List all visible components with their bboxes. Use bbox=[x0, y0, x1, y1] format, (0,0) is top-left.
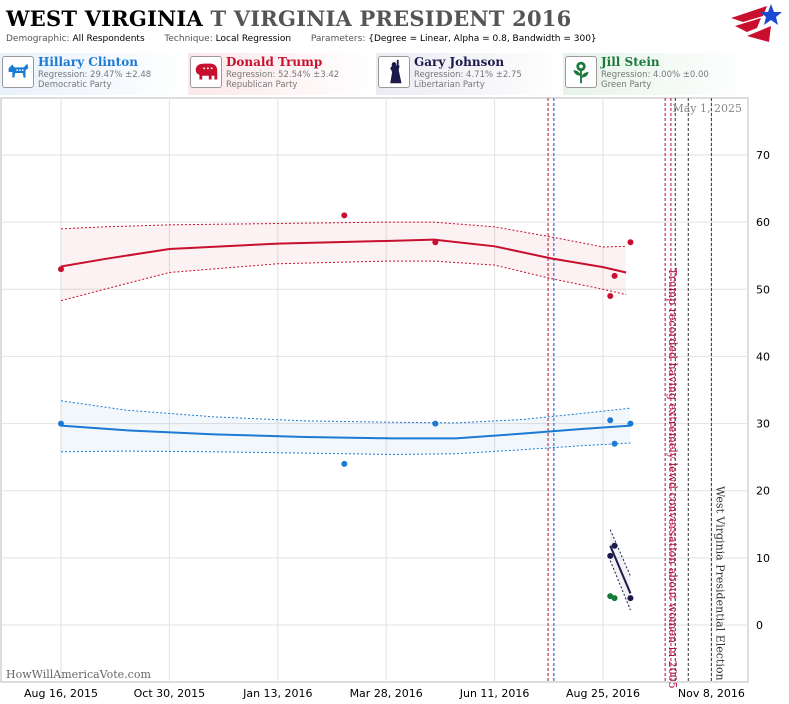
trend-line bbox=[60, 238, 627, 274]
upper-bound-line bbox=[60, 400, 631, 424]
trend-line bbox=[60, 424, 631, 440]
y-tick-label: 70 bbox=[756, 149, 770, 162]
candidate-legend: Hillary Clinton Regression: 29.47% ±2.48… bbox=[0, 53, 789, 95]
candidate-stein: Jill Stein Regression: 4.00% ±0.00 Green… bbox=[563, 53, 753, 95]
parameters-label: Parameters: bbox=[310, 34, 366, 44]
poll-point bbox=[611, 272, 618, 279]
y-tick-label: 50 bbox=[756, 283, 770, 296]
poll-point bbox=[58, 420, 64, 427]
series-gary-johnson bbox=[607, 529, 634, 611]
candidate-name: Donald Trump bbox=[226, 55, 323, 69]
candidate-johnson: Gary Johnson Regression: 4.71% ±2.75 Lib… bbox=[376, 53, 566, 95]
poll-point bbox=[611, 440, 618, 447]
state-title: WEST VIRGINIA bbox=[6, 6, 203, 31]
poll-point bbox=[611, 595, 618, 602]
x-tick-label: Aug 25, 2016 bbox=[566, 687, 640, 700]
elephant-icon bbox=[190, 56, 222, 88]
y-tick-label: 0 bbox=[756, 619, 763, 632]
watermark: HowWillAmericaVote.com bbox=[6, 668, 151, 681]
poll-point bbox=[611, 542, 618, 549]
poll-point bbox=[607, 293, 614, 299]
candidate-name: Jill Stein bbox=[601, 55, 660, 69]
plot-frame bbox=[0, 97, 749, 683]
candidate-name: Hillary Clinton bbox=[38, 55, 138, 69]
technique-label: Technique: bbox=[164, 34, 213, 44]
y-tick-label: 20 bbox=[756, 485, 770, 498]
x-tick-label: Jan 13, 2016 bbox=[242, 687, 312, 700]
current-date-label: May 1, 2025 bbox=[672, 102, 742, 115]
poll-point bbox=[607, 552, 614, 559]
lower-bound-line bbox=[60, 260, 627, 302]
candidate-regression: Regression: 4.71% ±2.75 bbox=[414, 70, 522, 80]
poll-point bbox=[607, 417, 614, 424]
poll-point bbox=[432, 420, 439, 427]
y-tick-label: 60 bbox=[756, 216, 770, 229]
parameters-line: Demographic: All Respondents Technique: … bbox=[6, 34, 597, 44]
poll-point bbox=[627, 420, 634, 427]
poll-point bbox=[432, 239, 439, 246]
x-tick-label: Aug 16, 2015 bbox=[24, 687, 98, 700]
series-donald-trump bbox=[58, 212, 634, 302]
star-flag-logo-icon bbox=[731, 4, 782, 42]
demographic-label: Demographic: bbox=[6, 34, 70, 44]
x-tick-label: Nov 8, 2016 bbox=[678, 687, 745, 700]
x-tick-label: Mar 28, 2016 bbox=[350, 687, 423, 700]
rose-icon bbox=[565, 56, 597, 88]
donkey-icon bbox=[2, 56, 34, 88]
candidate-party: Green Party bbox=[601, 80, 652, 90]
candidate-trump: Donald Trump Regression: 52.54% ±3.42 Re… bbox=[188, 53, 378, 95]
y-tick-label: 10 bbox=[756, 552, 770, 565]
trend-line bbox=[609, 545, 632, 594]
candidate-party: Libertarian Party bbox=[414, 80, 485, 90]
candidate-regression: Regression: 4.00% ±0.00 bbox=[601, 70, 709, 80]
series-hillary-clinton bbox=[58, 400, 634, 467]
y-tick-label: 40 bbox=[756, 350, 770, 363]
race-title: T VIRGINIA PRESIDENT 2016 bbox=[210, 6, 572, 31]
poll-point bbox=[58, 266, 64, 273]
demographic-value: All Respondents bbox=[72, 34, 145, 44]
event-annotation: West Virginia Presidential Election bbox=[713, 486, 726, 681]
candidate-regression: Regression: 52.54% ±3.42 bbox=[226, 70, 340, 80]
x-tick-label: Jun 11, 2016 bbox=[459, 687, 530, 700]
candidate-name: Gary Johnson bbox=[414, 55, 505, 69]
lower-bound-line bbox=[60, 442, 631, 455]
series-jill-stein bbox=[607, 593, 618, 602]
x-tick-label: Oct 30, 2015 bbox=[134, 687, 206, 700]
y-tick-label: 30 bbox=[756, 418, 770, 431]
chart-header: WEST VIRGINIA T VIRGINIA PRESIDENT 2016 … bbox=[0, 0, 789, 52]
candidate-party: Republican Party bbox=[226, 80, 298, 90]
poll-point bbox=[341, 212, 348, 219]
candidate-clinton: Hillary Clinton Regression: 29.47% ±2.48… bbox=[0, 53, 190, 95]
upper-bound-line bbox=[609, 529, 631, 577]
confidence-band bbox=[61, 222, 627, 301]
upper-bound-line bbox=[60, 221, 627, 248]
candidate-party: Democratic Party bbox=[38, 80, 112, 90]
poll-point bbox=[627, 595, 634, 602]
parameters-value: {Degree = Linear, Alpha = 0.8, Bandwidth… bbox=[368, 34, 597, 44]
candidate-regression: Regression: 29.47% ±2.48 bbox=[38, 70, 152, 80]
technique-value: Local Regression bbox=[215, 34, 292, 44]
liberty-icon bbox=[378, 56, 410, 88]
poll-point bbox=[341, 460, 348, 467]
poll-point bbox=[627, 239, 634, 246]
lower-bound-line bbox=[609, 560, 631, 611]
confidence-band bbox=[61, 400, 631, 455]
event-annotation: Trump recorded having extremely lewd con… bbox=[666, 268, 679, 689]
page-title: WEST VIRGINIA T VIRGINIA PRESIDENT 2016 bbox=[6, 6, 571, 31]
